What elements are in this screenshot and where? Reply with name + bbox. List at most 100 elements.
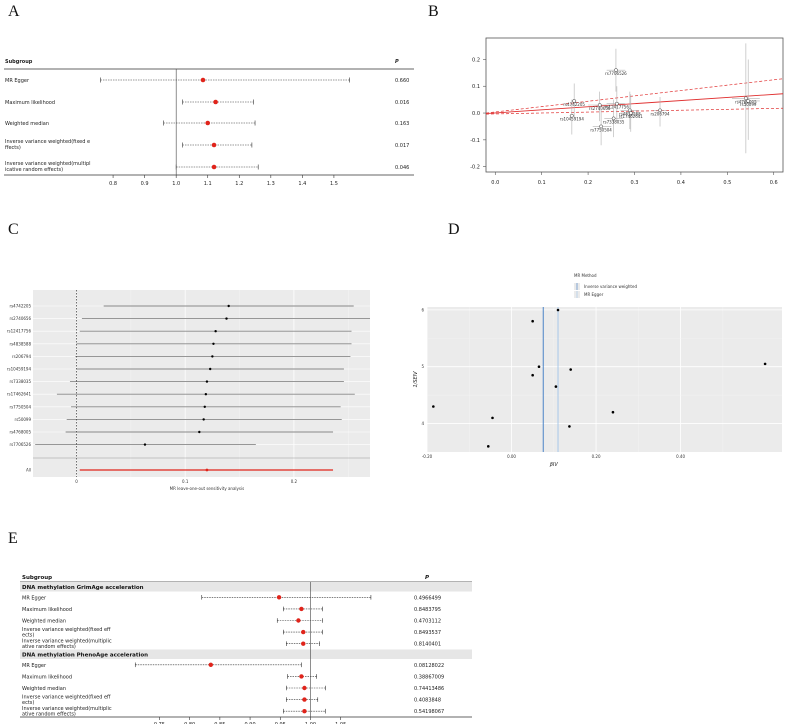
- row-label-cont: ative random effects): [22, 712, 76, 718]
- row-label: Maximum likelihood: [5, 100, 55, 106]
- x-axis-title: βIV: [550, 462, 559, 468]
- snp-point: [531, 373, 534, 377]
- group-title: DNA methylation PhenoAge acceleration: [22, 652, 148, 658]
- snp-point: [568, 425, 571, 428]
- x-tick-label: 0.2: [584, 180, 592, 186]
- estimate-point: [205, 120, 211, 126]
- x-tick-label: 1.1: [204, 181, 212, 187]
- snp-point: [570, 113, 574, 118]
- row-label: Weighted median: [22, 619, 66, 625]
- p-value: 0.38867009: [414, 674, 444, 680]
- y-tick-label: 0.2: [472, 57, 480, 63]
- snp-label: rs7706526: [605, 71, 627, 76]
- row-label: Inverse variance weighted(fixed eff: [22, 694, 111, 700]
- p-value: 0.4703112: [414, 619, 441, 625]
- row-label-cont: ffects): [5, 145, 21, 151]
- snp-point: [556, 308, 560, 312]
- x-tick-label: 0.00: [507, 454, 516, 459]
- x-tick-label: 0.95: [275, 722, 286, 724]
- x-tick-label: 0.1: [538, 180, 546, 186]
- x-tick-label: 0.9: [141, 181, 149, 187]
- x-tick-label: 1.05: [335, 722, 346, 724]
- snp-point: [614, 68, 618, 73]
- panel-b-scatter-plot: 0.0 0.1 0.2 0.3 0.4 0.5 0.6 -0.2 -0.1 0.0 0.1 0.2 rs…: [470, 37, 784, 186]
- x-tick-label: 0.5: [723, 180, 731, 186]
- row-label-cont: ects): [22, 632, 34, 638]
- snp-label: rs4742205: [9, 304, 31, 309]
- panel-label-b: B: [428, 3, 439, 20]
- row-label-cont: ative random effects): [22, 644, 76, 650]
- row-label: Inverse variance weighted(fixed e: [5, 139, 90, 145]
- estimate-point: [299, 606, 304, 612]
- x-tick-label: 0.1: [182, 479, 189, 484]
- snp-label: rs17462641: [619, 114, 644, 119]
- plot-frame: [485, 37, 784, 173]
- legend-title: MR Method: [574, 273, 597, 278]
- x-tick-label: 0: [75, 479, 78, 484]
- snp-label: rs7750504: [590, 127, 612, 132]
- snp-point: [628, 111, 633, 115]
- estimate-point: [213, 99, 218, 105]
- p-value: 0.8140401: [414, 642, 441, 648]
- row-label: Maximum likelihood: [22, 674, 72, 680]
- y-tick-label: -0.1: [470, 138, 480, 144]
- trend-line-ivw: [485, 93, 784, 115]
- p-value: 0.163: [395, 121, 409, 127]
- row-label: MR Egger: [5, 78, 30, 84]
- snp-label: rs10459194: [7, 367, 32, 372]
- snp-point: [572, 99, 577, 103]
- estimate-point: [208, 367, 212, 371]
- plot-background: [33, 290, 370, 477]
- snp-point: [615, 101, 619, 106]
- p-value: 0.017: [395, 143, 409, 149]
- panel-e-forest-plot: Subgroup P DNA methylation GrimAge acceler…: [20, 575, 472, 724]
- trend-line-lower: [485, 107, 784, 115]
- panel-label-c: C: [8, 221, 19, 238]
- legend-item-ivw: Inverse variance weighted: [584, 284, 637, 289]
- x-tick-label: 0.40: [676, 454, 685, 459]
- snp-label: rs50099: [15, 417, 32, 422]
- snp-point: [537, 365, 541, 369]
- panel-d-funnel-plot: MR Method Inverse variance weighted MR Egg…: [413, 273, 782, 468]
- snp-point: [658, 108, 662, 113]
- x-tick-label: 0.0: [491, 180, 499, 186]
- estimate-point: [276, 595, 282, 600]
- estimate-point: [301, 641, 306, 646]
- y-tick-label: 0.0: [472, 111, 480, 117]
- row-label: Inverse variance weighted(multipl: [5, 161, 91, 167]
- snp-label: rs2740656: [9, 316, 31, 321]
- panel-c-leave-one-out-plot: rs4742205 rs2740656 rs12417756 rs4838588 rs2…: [7, 290, 370, 491]
- snp-point: [744, 96, 748, 101]
- snp-point: [432, 405, 435, 408]
- y-axis-title: 1/SEIV: [413, 371, 419, 388]
- group-band: [20, 582, 472, 592]
- x-tick-label: 0.80: [184, 722, 195, 724]
- p-value: 0.74413486: [414, 686, 444, 692]
- estimate-point: [211, 164, 217, 170]
- snp-point: [486, 445, 490, 448]
- estimate-point: [143, 443, 147, 446]
- trend-line-upper: [485, 78, 784, 114]
- header-subgroup: Subgroup: [22, 575, 52, 581]
- x-tick-label: 0.4: [677, 180, 685, 186]
- plot-background: [427, 307, 782, 452]
- snp-label: rs4838588: [9, 341, 31, 346]
- header-subgroup: Subgroup: [5, 59, 33, 65]
- estimate-point: [302, 697, 307, 702]
- p-value: 0.046: [395, 165, 409, 171]
- x-tick-label: 0.85: [214, 722, 225, 724]
- x-axis-title: MR leave-one-out sensitivity analysis: [170, 486, 245, 491]
- row-label: Inverse variance weighted(multiplic: [22, 706, 112, 712]
- snp-label: rs7706526: [9, 442, 31, 447]
- estimate-point: [296, 618, 301, 623]
- snp-point: [599, 124, 603, 129]
- snp-point: [491, 416, 494, 420]
- snp-point: [531, 319, 534, 323]
- snp-label: rs50099: [740, 102, 757, 107]
- snp-label: rs10459194: [560, 117, 585, 122]
- x-tick-label: 1.00: [305, 722, 316, 724]
- p-value: 0.8483795: [414, 607, 441, 613]
- row-label: Weighted median: [5, 121, 49, 127]
- p-value: 0.54198067: [414, 709, 444, 715]
